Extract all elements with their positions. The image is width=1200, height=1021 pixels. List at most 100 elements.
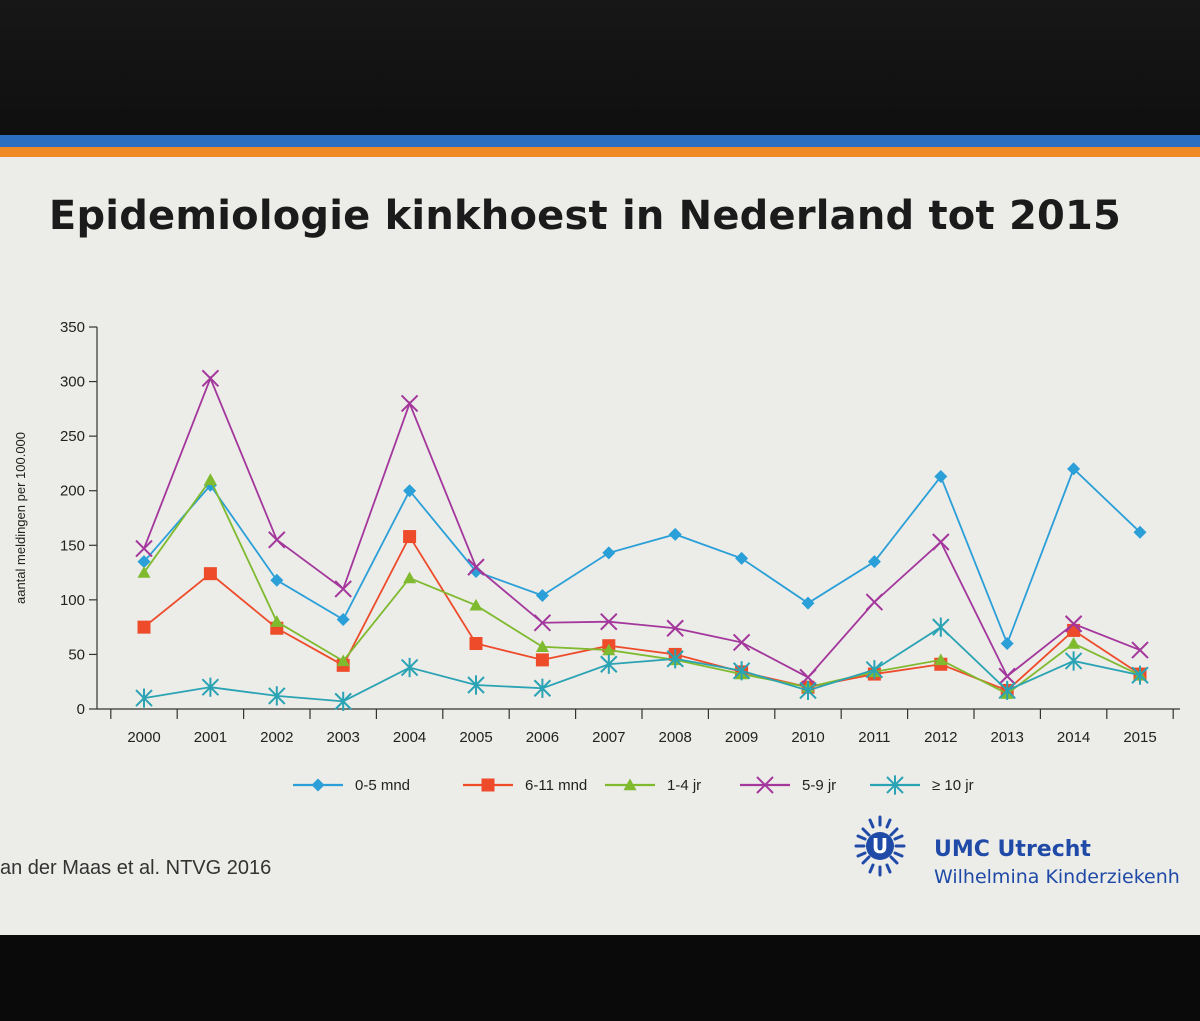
data-point bbox=[268, 531, 286, 549]
data-point bbox=[865, 660, 884, 680]
x-tick-label: 2012 bbox=[924, 729, 957, 746]
data-point bbox=[934, 653, 948, 666]
citation-text: an der Maas et al. NTVG 2016 bbox=[0, 857, 272, 879]
data-point bbox=[623, 778, 637, 791]
series-line bbox=[143, 534, 1141, 692]
data-point bbox=[602, 643, 616, 656]
x-tick-label: 2015 bbox=[1123, 729, 1156, 746]
x-tick-label: 2010 bbox=[791, 729, 824, 746]
data-point bbox=[666, 619, 684, 637]
data-point bbox=[867, 555, 881, 569]
data-point bbox=[1067, 462, 1081, 476]
data-point bbox=[998, 680, 1016, 701]
data-point bbox=[934, 470, 948, 484]
data-point bbox=[403, 571, 417, 584]
data-point bbox=[481, 778, 495, 792]
x-tick-label: 2000 bbox=[127, 729, 160, 746]
data-point bbox=[535, 640, 549, 652]
data-point bbox=[203, 473, 217, 485]
monitor-bezel-bottom bbox=[0, 935, 1200, 1021]
data-point bbox=[400, 394, 419, 413]
data-point bbox=[270, 615, 284, 627]
data-point bbox=[1133, 525, 1147, 539]
data-point bbox=[1131, 641, 1149, 659]
data-point bbox=[137, 566, 151, 578]
data-point bbox=[336, 654, 350, 667]
data-point bbox=[137, 620, 151, 634]
series-line bbox=[143, 467, 1141, 646]
presentation-slide: Epidemiologie kinkhoest in Nederland tot… bbox=[0, 135, 1200, 935]
slide-top-bar bbox=[0, 135, 1200, 147]
data-point bbox=[602, 546, 616, 560]
logo-letter: U bbox=[872, 834, 888, 858]
data-point bbox=[203, 567, 217, 581]
data-point bbox=[535, 653, 549, 667]
data-point bbox=[135, 539, 153, 558]
data-point bbox=[533, 678, 552, 698]
data-point bbox=[336, 613, 350, 627]
data-point bbox=[201, 369, 220, 388]
data-point bbox=[201, 677, 220, 697]
data-point bbox=[732, 633, 751, 652]
brand-subtitle: Wilhelmina Kinderziekenh bbox=[934, 866, 1180, 888]
x-tick-label: 2008 bbox=[659, 729, 692, 746]
data-point bbox=[735, 551, 749, 565]
y-axis-label: aantal meldingen per 100.000 bbox=[13, 432, 28, 604]
y-tick-label: 50 bbox=[68, 646, 85, 663]
umc-utrecht-sun-logo-icon: U bbox=[854, 815, 906, 877]
data-point bbox=[403, 484, 417, 498]
y-tick-label: 250 bbox=[60, 428, 85, 445]
y-tick-label: 0 bbox=[77, 701, 85, 718]
data-point bbox=[932, 533, 950, 551]
legend-label: 6-11 mnd bbox=[525, 777, 587, 794]
data-point bbox=[732, 661, 751, 681]
legend-label: 0-5 mnd bbox=[355, 777, 410, 794]
data-point bbox=[600, 612, 618, 631]
slide-title: Epidemiologie kinkhoest in Nederland tot… bbox=[48, 193, 1122, 239]
data-point bbox=[998, 667, 1016, 685]
data-point bbox=[1064, 615, 1083, 633]
x-tick-label: 2006 bbox=[526, 729, 559, 746]
legend-label: ≥ 10 jr bbox=[932, 777, 974, 794]
data-point bbox=[469, 598, 483, 611]
x-tick-label: 2004 bbox=[393, 729, 426, 746]
series-line bbox=[143, 626, 1141, 703]
x-tick-label: 2001 bbox=[194, 729, 227, 746]
x-tick-label: 2005 bbox=[459, 729, 492, 746]
data-point bbox=[467, 558, 485, 576]
data-point bbox=[1064, 651, 1083, 671]
data-point bbox=[801, 596, 815, 610]
data-point bbox=[600, 654, 618, 674]
data-point bbox=[400, 657, 419, 678]
data-point bbox=[467, 675, 485, 695]
data-point bbox=[1067, 637, 1081, 649]
legend-label: 1-4 jr bbox=[667, 777, 701, 794]
y-tick-label: 300 bbox=[60, 374, 85, 391]
series-line bbox=[143, 375, 1141, 679]
data-point bbox=[535, 588, 549, 602]
data-point bbox=[799, 680, 817, 701]
data-point bbox=[137, 555, 151, 569]
data-point bbox=[403, 530, 417, 544]
data-point bbox=[1131, 665, 1149, 685]
series-line bbox=[143, 478, 1141, 695]
data-point bbox=[666, 649, 684, 669]
data-point bbox=[469, 637, 483, 651]
slide-accent-bar bbox=[0, 147, 1200, 157]
monitor-bezel-top bbox=[0, 0, 1200, 135]
y-tick-label: 150 bbox=[60, 537, 85, 554]
x-tick-label: 2013 bbox=[991, 729, 1024, 746]
data-point bbox=[268, 686, 286, 706]
line-chart: 0 50 100 150 200 250 300 350 aantal meldingen pe… bbox=[13, 319, 1180, 795]
x-tick-label: 2003 bbox=[327, 729, 360, 746]
data-point bbox=[1000, 637, 1014, 651]
data-point bbox=[799, 668, 817, 687]
data-point bbox=[932, 617, 950, 637]
data-point bbox=[886, 775, 904, 795]
data-point bbox=[756, 776, 774, 794]
x-tick-label: 2014 bbox=[1057, 729, 1090, 746]
x-tick-label: 2002 bbox=[260, 729, 293, 746]
y-tick-label: 100 bbox=[60, 592, 85, 609]
data-point bbox=[311, 778, 325, 792]
x-tick-label: 2009 bbox=[725, 729, 758, 746]
